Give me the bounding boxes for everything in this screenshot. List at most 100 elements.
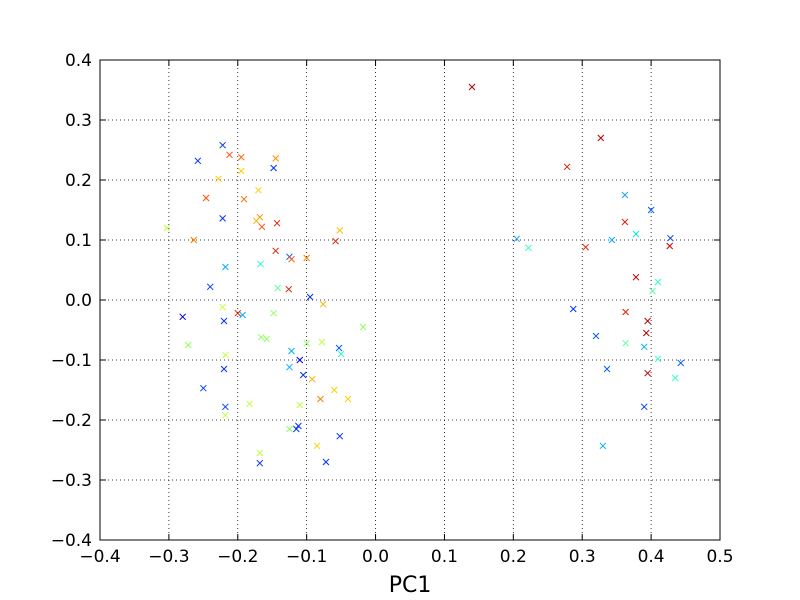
scatter-point	[608, 236, 616, 244]
scatter-point	[237, 153, 245, 161]
scatter-point	[256, 449, 264, 457]
scatter-point	[621, 191, 629, 199]
scatter-points	[163, 83, 685, 467]
scatter-point	[288, 347, 295, 355]
scatter-point	[237, 167, 245, 175]
x-tick-label: −0.2	[217, 547, 258, 567]
scatter-point	[317, 395, 324, 403]
scatter-point	[622, 308, 629, 316]
scatter-point	[295, 422, 302, 430]
scatter-point	[226, 151, 233, 159]
scatter-point	[640, 403, 648, 411]
scatter-point	[184, 341, 192, 349]
scatter-point	[240, 195, 248, 203]
y-tick-label: 0.2	[65, 171, 92, 191]
scatter-point	[219, 303, 226, 311]
scatter-point	[671, 374, 679, 382]
scatter-point	[246, 400, 253, 408]
scatter-point	[234, 309, 242, 317]
scatter-point	[569, 305, 577, 313]
scatter-point	[299, 371, 307, 379]
scatter-point	[318, 338, 326, 346]
scatter-point	[563, 163, 571, 171]
scatter-point	[220, 365, 228, 373]
scatter-point	[644, 317, 652, 325]
scatter-point	[337, 350, 345, 358]
scatter-point	[677, 359, 685, 367]
scatter-point	[359, 323, 367, 331]
scatter-point	[654, 355, 662, 363]
scatter-point	[253, 217, 260, 225]
scatter-point	[222, 263, 229, 271]
scatter-point	[336, 227, 344, 234]
x-tick-label: −0.3	[148, 547, 189, 567]
scatter-point	[270, 164, 277, 172]
scatter-point	[296, 401, 304, 409]
scatter-point	[190, 236, 198, 244]
scatter-point	[642, 329, 650, 337]
x-tick-label: 0.2	[500, 547, 527, 567]
scatter-point	[322, 458, 330, 466]
scatter-point	[274, 284, 282, 292]
scatter-point	[647, 206, 655, 214]
scatter-point	[303, 254, 311, 262]
scatter-point	[222, 351, 229, 359]
scatter-point	[286, 425, 293, 433]
scatter-point	[179, 313, 187, 321]
x-axis-label: PC1	[389, 573, 432, 598]
scatter-point	[592, 332, 600, 340]
scatter-point	[667, 234, 674, 242]
scatter-point	[255, 186, 262, 194]
scatter-point	[303, 339, 311, 347]
scatter-point	[263, 335, 271, 343]
scatter-point	[219, 141, 226, 149]
y-tick-label: 0.4	[65, 51, 92, 71]
scatter-point	[222, 403, 229, 411]
scatter-point	[666, 242, 674, 250]
scatter-point	[163, 224, 171, 232]
scatter-point	[599, 442, 607, 450]
scatter-point	[272, 247, 280, 255]
scatter-point	[632, 230, 640, 238]
scatter-point	[632, 273, 640, 281]
scatter-point	[330, 386, 338, 394]
scatter-point	[270, 309, 277, 317]
scatter-point	[525, 244, 532, 252]
scatter-point	[219, 215, 226, 222]
scatter-point	[582, 243, 590, 251]
scatter-point	[336, 432, 344, 440]
scatter-point	[199, 384, 207, 392]
scatter-point	[649, 287, 656, 295]
scatter-point	[256, 459, 264, 467]
scatter-point	[622, 339, 629, 347]
x-tick-label: 0.5	[706, 547, 733, 567]
x-tick-label: −0.4	[79, 547, 120, 567]
y-tick-label: 0.1	[65, 231, 92, 251]
scatter-point	[644, 369, 652, 377]
scatter-point	[468, 83, 476, 91]
scatter-point	[344, 395, 352, 403]
scatter-point	[285, 285, 293, 293]
x-tick-label: −0.1	[286, 547, 327, 567]
scatter-point	[257, 333, 265, 341]
y-tick-label: −0.3	[51, 471, 92, 491]
x-tick-label: 0.0	[362, 547, 389, 567]
scatter-point	[222, 411, 229, 419]
scatter-point	[202, 194, 210, 202]
scatter-point	[313, 442, 321, 450]
y-tick-label: −0.4	[51, 531, 92, 551]
scatter-point	[272, 155, 280, 162]
scatter-point	[319, 300, 327, 308]
scatter-point	[308, 375, 316, 383]
scatter-point	[239, 311, 246, 319]
y-tick-labels: −0.4 −0.3 −0.2 −0.1 0.0 0.1 0.2 0.3 0.4	[51, 51, 92, 551]
axis-ticks	[99, 59, 721, 541]
y-tick-label: −0.1	[51, 351, 92, 371]
scatter-point	[597, 134, 605, 142]
scatter-point	[335, 344, 343, 352]
scatter-point	[215, 175, 222, 183]
scatter-point	[306, 293, 314, 301]
scatter-point	[292, 425, 300, 433]
scatter-point	[286, 363, 293, 371]
